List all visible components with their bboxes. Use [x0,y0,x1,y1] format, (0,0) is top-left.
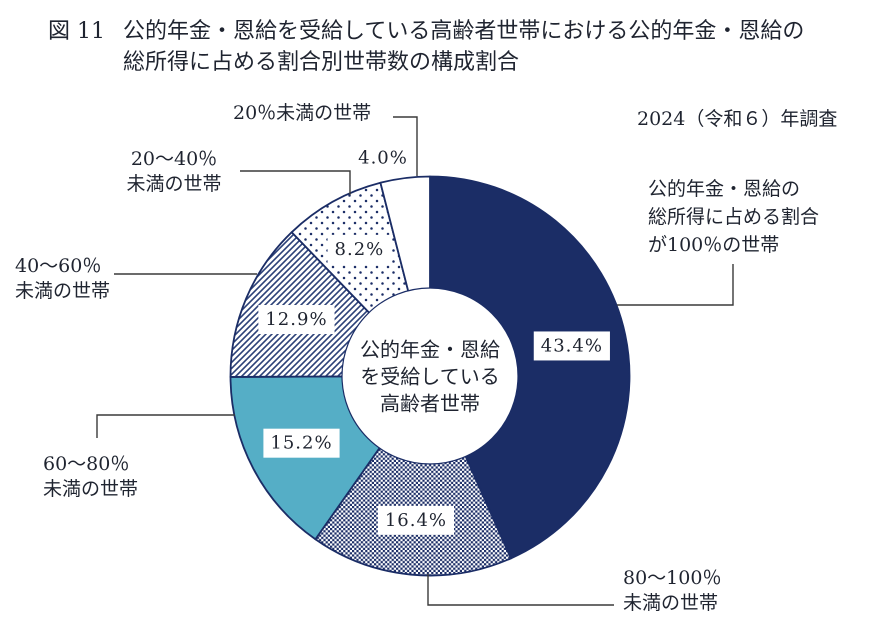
callout-label: 総所得に占める割合 [648,206,820,228]
figure-title-line2: 総所得に占める割合別世帯数の構成割合 [123,50,520,75]
leader-line-0 [393,116,418,176]
callout-label: が100％の世帯 [648,234,780,256]
figure-title-text: 公的年金・恩給を受給している高齢者世帯における公的年金・恩給の 総所得に占める割… [123,16,804,78]
callout-20-40-percent: 20～40％ 未満の世帯 [118,147,230,197]
figure-number: 図 11 [48,19,105,44]
callout-label: 公的年金・恩給の [648,178,801,200]
callout-label: 60～80％ [43,453,130,475]
callout-60-80-percent: 60～80％ 未満の世帯 [43,452,138,502]
segment-value-label-5: 4.0% [358,148,408,169]
leader-line-3 [96,414,235,438]
callout-40-60-percent: 40～60％ 未満の世帯 [15,254,110,304]
callout-label: 未満の世帯 [15,280,111,302]
callout-label: 20％未満の世帯 [233,102,372,124]
callout-label: 40～60％ [15,255,102,277]
center-label-line: を受給している [360,364,500,389]
callout-under-20-percent: 20％未満の世帯 [233,101,371,126]
callout-80-100-percent: 80～100％ 未満の世帯 [623,566,721,616]
callout-100-percent: 公的年金・恩給の 総所得に占める割合 が100％の世帯 [648,175,819,259]
segment-label-box-1 [377,505,455,535]
callout-label: 未満の世帯 [126,173,222,195]
callout-label: 未満の世帯 [623,592,719,614]
segment-value-label-0: 43.4% [541,335,603,356]
callout-label: 20～40％ [130,148,218,170]
figure-title-line1: 公的年金・恩給を受給している高齢者世帯における公的年金・恩給の [123,19,805,44]
segment-value-label-1: 16.4% [385,510,447,531]
segment-label-box-4 [327,234,392,264]
center-label-line: 公的年金・恩給 [360,337,500,362]
pie-segment-0 [429,175,631,560]
pie-segment-1 [314,375,512,577]
leader-line-1 [240,170,351,195]
leader-line-4 [427,574,614,606]
donut-center-label: 公的年金・恩給 を受給している 高齢者世帯 [360,337,500,418]
donut-hole [341,287,519,465]
figure-title: 図 11 公的年金・恩給を受給している高齢者世帯における公的年金・恩給の 総所得… [48,16,804,78]
segment-label-box-3 [258,305,335,335]
callout-label: 80～100％ [623,567,722,589]
callout-label: 未満の世帯 [43,478,139,500]
segment-value-label-3: 12.9% [265,309,327,330]
center-label-line: 高齢者世帯 [380,391,480,416]
segment-label-box-0 [533,331,610,361]
survey-year-note: 2024（令和６）年調査 [637,108,838,130]
segment-label-box-2 [263,428,340,458]
segment-value-label-2: 15.2% [270,433,332,454]
leader-line-5 [617,264,734,306]
segment-value-label-4: 8.2% [335,239,385,260]
